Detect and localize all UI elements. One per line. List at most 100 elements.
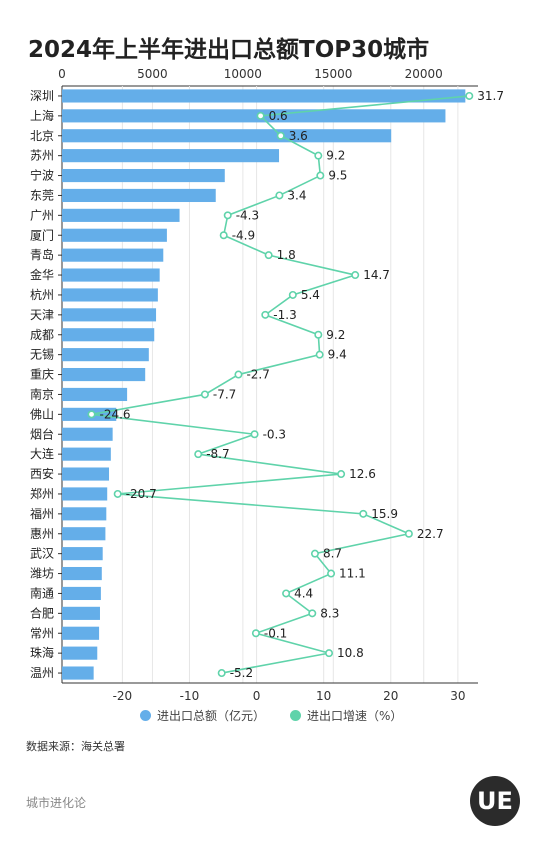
- bar: [62, 288, 158, 302]
- category-label: 北京: [30, 129, 54, 143]
- bar: [62, 109, 446, 123]
- bar: [62, 547, 103, 561]
- category-label: 武汉: [30, 547, 54, 561]
- category-label: 青岛: [30, 247, 54, 262]
- category-label: 合肥: [30, 605, 54, 620]
- growth-data-label: 0.6: [269, 109, 288, 123]
- growth-point: [200, 390, 209, 399]
- growth-point: [359, 509, 368, 518]
- growth-data-label: 9.5: [328, 169, 347, 183]
- growth-point: [223, 211, 232, 220]
- bar: [62, 168, 225, 183]
- growth-point: [465, 91, 474, 100]
- growth-point: [194, 450, 203, 459]
- category-label: 深圳: [30, 89, 54, 103]
- category-label: 成都: [30, 328, 54, 342]
- growth-data-label: -4.9: [232, 228, 255, 242]
- growth-data-label: -4.3: [236, 208, 259, 222]
- legend-line-swatch: [290, 710, 301, 721]
- bar: [62, 348, 149, 362]
- growth-data-label: 31.7: [477, 89, 504, 103]
- growth-point: [250, 430, 259, 439]
- growth-data-label: -1.3: [273, 308, 296, 322]
- growth-point: [87, 410, 96, 419]
- x-bottom-tick-label: 10: [316, 689, 331, 700]
- bar: [62, 328, 155, 342]
- growth-point: [282, 589, 291, 598]
- growth-data-label: 4.4: [294, 586, 313, 600]
- legend-item-bar[interactable]: 进出口总额（亿元）: [140, 707, 265, 724]
- category-label: 郑州: [30, 486, 54, 501]
- bar: [62, 467, 110, 481]
- x-top-tick-label: 0: [58, 67, 66, 81]
- bar: [62, 566, 102, 581]
- x-bottom-tick-label: -10: [180, 689, 200, 700]
- growth-data-label: 11.1: [339, 567, 366, 581]
- category-label: 苏州: [30, 149, 54, 163]
- category-label: 天津: [30, 308, 54, 322]
- x-top-tick-label: 5000: [137, 67, 168, 81]
- bar: [62, 387, 128, 402]
- growth-data-label: 1.8: [277, 248, 296, 262]
- category-label: 潍坊: [30, 566, 54, 581]
- brand-logo: UE: [470, 776, 520, 826]
- x-bottom-tick-label: -20: [113, 689, 133, 700]
- growth-point: [327, 569, 336, 578]
- growth-point: [337, 470, 346, 479]
- growth-data-label: 12.6: [349, 467, 376, 481]
- growth-point: [316, 171, 325, 180]
- growth-data-label: 3.4: [287, 188, 306, 202]
- growth-point: [264, 251, 273, 260]
- category-label: 大连: [30, 446, 54, 461]
- growth-data-label: 15.9: [371, 507, 398, 521]
- bar: [62, 129, 392, 143]
- growth-data-label: -24.6: [100, 407, 131, 421]
- growth-data-label: 22.7: [417, 527, 444, 541]
- x-bottom-tick-label: 20: [383, 689, 398, 700]
- growth-data-label: 5.4: [301, 288, 320, 302]
- growth-data-label: -0.1: [264, 626, 287, 640]
- growth-point: [314, 151, 323, 160]
- category-label: 西安: [30, 466, 54, 481]
- category-label: 金华: [30, 267, 54, 282]
- bar: [62, 367, 146, 382]
- category-label: 温州: [30, 666, 54, 680]
- chart-title: 2024年上半年进出口总额TOP30城市: [28, 37, 430, 63]
- bar: [62, 586, 101, 601]
- legend-line-label: 进出口增速（%）: [307, 709, 403, 723]
- category-label: 宁波: [30, 168, 54, 183]
- source-note: 数据来源：海关总署: [26, 740, 125, 753]
- growth-data-label: 14.7: [363, 268, 390, 282]
- growth-data-label: -2.7: [246, 368, 269, 382]
- growth-line: [91, 95, 470, 674]
- growth-point: [261, 310, 270, 319]
- category-label: 杭州: [30, 287, 54, 302]
- bar: [62, 666, 94, 680]
- x-top-tick-label: 10000: [224, 67, 262, 81]
- growth-data-label: 9.4: [328, 348, 347, 362]
- growth-point: [251, 629, 260, 638]
- x-bottom-tick-label: 0: [253, 689, 261, 700]
- category-label: 佛山: [30, 407, 54, 421]
- bar: [62, 268, 160, 282]
- growth-data-label: 8.7: [323, 547, 342, 561]
- bar: [62, 188, 216, 203]
- bar: [62, 89, 466, 103]
- x-bottom-tick-label: 30: [450, 689, 465, 700]
- growth-data-label: -8.7: [206, 447, 229, 461]
- bar: [62, 308, 157, 322]
- category-label: 珠海: [30, 645, 54, 660]
- growth-point: [217, 669, 226, 678]
- legend-item-line[interactable]: 进出口增速（%）: [290, 707, 402, 724]
- growth-data-label: -5.2: [230, 666, 253, 680]
- x-top-tick-label: 20000: [405, 67, 443, 81]
- growth-point: [256, 111, 265, 120]
- category-label: 南京: [30, 386, 54, 401]
- bar: [62, 527, 106, 541]
- growth-point: [314, 330, 323, 339]
- bar: [62, 626, 100, 640]
- growth-point: [113, 489, 122, 498]
- growth-data-label: 8.3: [320, 606, 339, 620]
- legend-bar-swatch: [140, 710, 151, 721]
- category-label: 南通: [30, 585, 54, 600]
